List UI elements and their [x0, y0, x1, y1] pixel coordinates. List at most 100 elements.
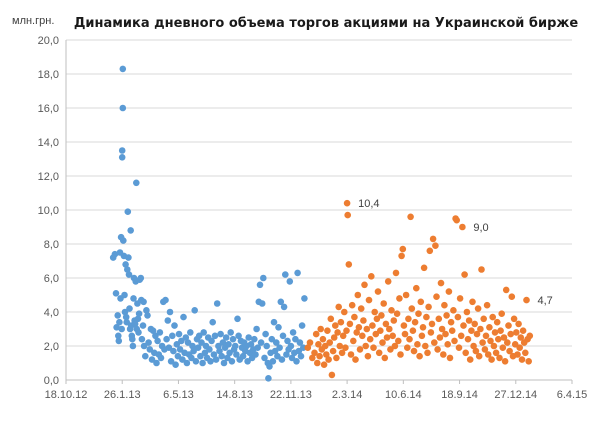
- data-point: [311, 349, 318, 357]
- data-point: [425, 303, 432, 311]
- data-point: [233, 351, 240, 358]
- data-point: [254, 344, 261, 352]
- data-point: [401, 330, 409, 338]
- data-point: [270, 318, 278, 326]
- data-point: [363, 325, 371, 333]
- data-point: [173, 341, 181, 348]
- data-point: [208, 337, 215, 345]
- data-point: [508, 293, 516, 301]
- data-point: [269, 358, 277, 365]
- x-tick-label: 26.1.13: [104, 389, 141, 401]
- data-point: [491, 329, 499, 336]
- data-point: [174, 352, 182, 360]
- data-point: [218, 352, 225, 360]
- data-point: [125, 254, 132, 261]
- data-point: [122, 261, 129, 268]
- data-point: [118, 147, 126, 154]
- data-points: [109, 65, 534, 382]
- data-point: [119, 104, 127, 112]
- data-point: [502, 286, 510, 294]
- data-point: [115, 332, 122, 340]
- data-point: [517, 334, 525, 341]
- data-point: [487, 337, 494, 345]
- data-point: [461, 271, 468, 278]
- data-point: [427, 329, 435, 336]
- data-point: [129, 335, 136, 343]
- data-point: [277, 298, 285, 306]
- data-point: [198, 339, 205, 346]
- data-point: [505, 322, 512, 329]
- data-point: [297, 352, 305, 360]
- data-point: [338, 349, 346, 357]
- data-point: [525, 358, 532, 365]
- data-point: [213, 300, 221, 307]
- data-point: [356, 346, 364, 353]
- data-point: [219, 339, 227, 346]
- data-point: [191, 307, 198, 314]
- data-point: [436, 334, 444, 341]
- y-tick-labels: 0,0 2,0 4,0 6,0 8,0 10,0 12,0 14,0 16,0 18,0 20,0: [38, 35, 59, 387]
- data-point: [514, 351, 521, 358]
- data-point: [522, 349, 529, 357]
- data-point: [352, 356, 359, 363]
- data-point: [489, 313, 497, 321]
- data-point: [154, 337, 161, 345]
- data-point: [337, 318, 345, 326]
- data-point: [195, 332, 203, 340]
- data-point: [506, 347, 513, 355]
- data-point: [523, 296, 530, 304]
- data-point: [343, 327, 350, 335]
- data-point: [207, 358, 214, 365]
- data-point: [258, 300, 266, 307]
- data-point: [355, 324, 363, 331]
- data-point: [526, 332, 534, 340]
- y-tick-label: 0,0: [44, 375, 59, 387]
- data-point: [131, 320, 139, 328]
- data-point: [405, 315, 412, 323]
- data-point: [225, 341, 232, 348]
- data-point: [472, 347, 480, 355]
- data-point: [388, 307, 395, 314]
- data-point: [455, 344, 463, 352]
- data-point: [345, 261, 353, 268]
- x-tick-label: 18.10.12: [45, 389, 88, 401]
- data-point: [448, 327, 456, 335]
- y-tick-label: 18,0: [38, 69, 59, 81]
- data-point: [406, 335, 413, 343]
- data-point: [265, 375, 272, 382]
- data-point: [499, 344, 507, 352]
- data-point: [183, 359, 191, 367]
- data-point: [319, 335, 327, 343]
- data-point: [432, 242, 439, 249]
- data-point: [135, 329, 142, 336]
- data-label: 10,4: [358, 198, 379, 210]
- data-point: [288, 354, 296, 362]
- data-point: [146, 346, 154, 353]
- data-point: [123, 318, 130, 326]
- data-point: [180, 313, 187, 321]
- data-point: [390, 317, 398, 324]
- data-point: [381, 354, 389, 362]
- data-point: [226, 349, 233, 357]
- data-point: [434, 346, 441, 353]
- data-point: [276, 344, 283, 352]
- x-tick-label: 6.4.15: [557, 389, 588, 401]
- data-point: [220, 359, 228, 367]
- data-point: [257, 339, 265, 346]
- data-point: [515, 320, 522, 328]
- data-point: [478, 266, 485, 273]
- data-point: [413, 284, 420, 292]
- data-point: [391, 342, 399, 350]
- x-tick-labels: 18.10.12 26.1.13 6.5.13 14.8.13 22.11.13 2.3.…: [45, 380, 588, 401]
- data-point: [362, 342, 370, 350]
- data-point: [414, 341, 421, 348]
- data-point: [145, 339, 152, 346]
- data-point: [504, 339, 511, 346]
- y-tick-label: 14,0: [38, 137, 59, 149]
- y-tick-label: 16,0: [38, 103, 59, 115]
- data-point: [483, 301, 491, 309]
- data-point: [446, 354, 454, 362]
- data-point: [275, 324, 282, 331]
- data-point: [135, 310, 143, 318]
- data-label: 4,7: [537, 295, 552, 307]
